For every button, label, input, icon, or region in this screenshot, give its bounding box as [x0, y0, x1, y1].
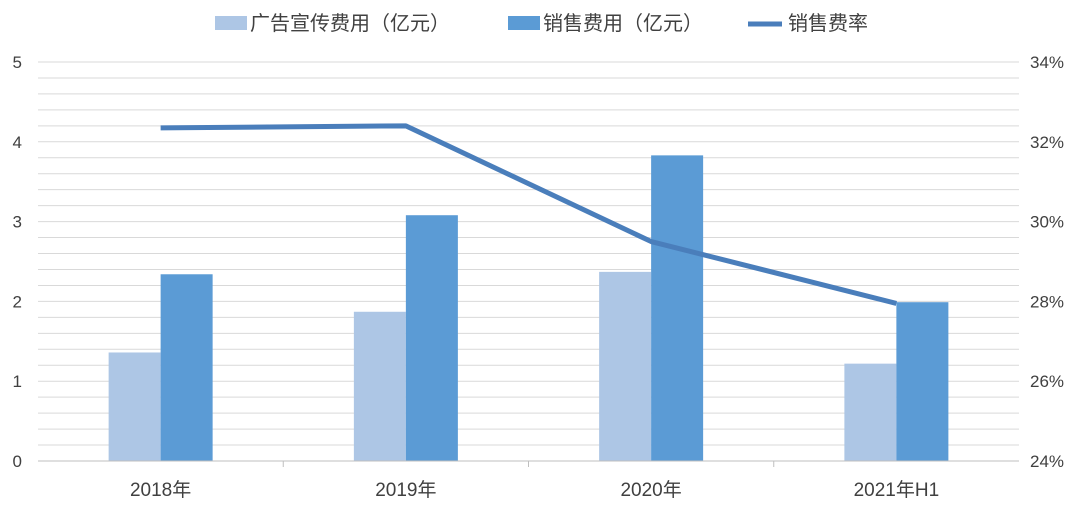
legend-label-sales-rate: 销售费率 [788, 12, 868, 35]
bar [896, 302, 949, 461]
right-tick-label: 26% [1030, 372, 1064, 391]
line-series [160, 123, 897, 306]
bar [108, 352, 161, 461]
left-tick-label: 5 [13, 53, 22, 72]
left-tick-label: 0 [13, 452, 22, 471]
bar [353, 311, 406, 461]
x-tick-label: 2020年 [620, 479, 681, 501]
bar [405, 215, 458, 461]
right-tick-label: 32% [1030, 133, 1064, 152]
bar [651, 155, 704, 461]
bar [160, 274, 213, 461]
bars-layer [108, 155, 949, 461]
left-tick-label: 1 [13, 372, 22, 391]
axes: 0 1 2 3 4 5 24% 26% 28% 30% 32% 34% 2018年 2019年 2020年 2… [13, 53, 1065, 501]
legend-label-sales-cost: 销售费用（亿元） [543, 12, 703, 35]
right-tick-label: 28% [1030, 292, 1064, 311]
legend-swatch-sales-cost [508, 16, 540, 30]
bar [599, 271, 652, 461]
right-tick-label: 30% [1030, 213, 1064, 232]
x-tick-label: 2018年 [130, 479, 191, 501]
bar [844, 363, 897, 461]
left-tick-label: 4 [13, 133, 22, 152]
x-tick-label: 2019年 [375, 479, 436, 501]
right-tick-label: 34% [1030, 53, 1064, 72]
x-tick-label: 2021年H1 [854, 479, 940, 501]
left-tick-label: 2 [13, 292, 22, 311]
line-layer [160, 123, 897, 306]
legend-label-ad-cost: 广告宣传费用（亿元） [250, 12, 450, 35]
legend-swatch-ad-cost [215, 16, 247, 30]
right-tick-label: 24% [1030, 452, 1064, 471]
legend: 广告宣传费用（亿元） 销售费用（亿元） 销售费率 [215, 12, 868, 35]
left-tick-label: 3 [13, 213, 22, 232]
